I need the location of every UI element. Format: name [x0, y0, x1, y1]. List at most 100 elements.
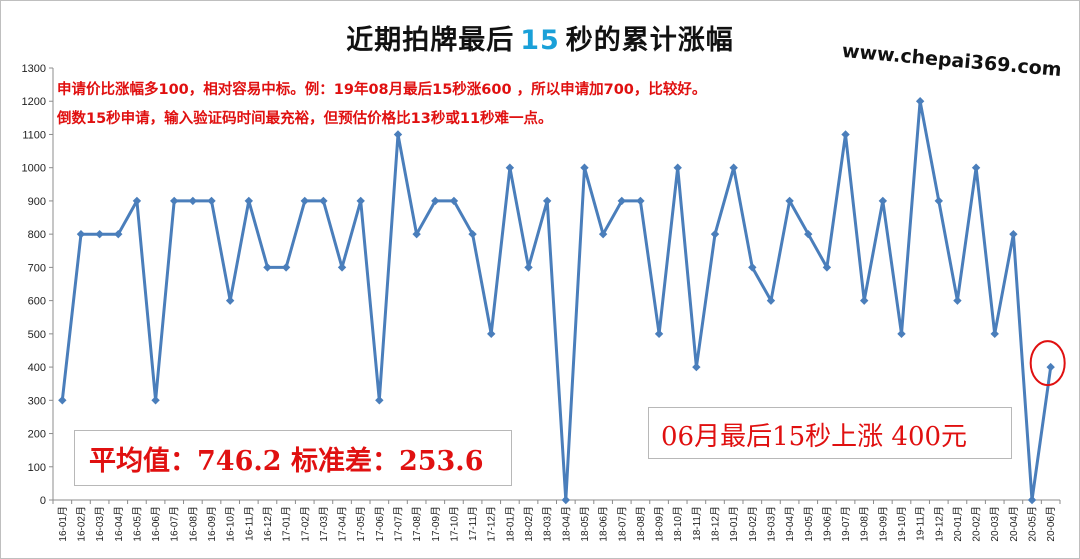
- y-tick-label: 200: [28, 429, 46, 441]
- x-tick-label: 19-08月: [859, 506, 871, 542]
- data-point-marker: [244, 196, 254, 206]
- data-point-marker: [766, 296, 776, 305]
- callout-box: 06月最后15秒上涨 400元: [648, 407, 1012, 459]
- data-point-marker: [822, 263, 832, 272]
- x-tick-label: 20-05月: [1027, 506, 1039, 542]
- stats-text: 平均值：746.2 标准差：253.6: [89, 446, 484, 477]
- data-point-marker: [673, 163, 682, 172]
- data-point-marker: [319, 196, 328, 206]
- x-tick-label: 17-05月: [355, 506, 367, 542]
- x-tick-label: 20-06月: [1045, 506, 1057, 542]
- data-point-marker: [412, 229, 421, 239]
- data-point-marker: [356, 196, 365, 206]
- x-tick-label: 19-06月: [821, 506, 833, 542]
- x-tick-label: 17-04月: [337, 506, 349, 542]
- data-point-marker: [598, 229, 608, 239]
- chart-title-number: 15: [520, 25, 560, 56]
- data-point-marker: [542, 196, 552, 206]
- x-tick-label: 17-11月: [467, 506, 479, 541]
- data-point-marker: [710, 229, 720, 239]
- data-point-marker: [170, 196, 179, 206]
- x-tick-label: 19-09月: [877, 506, 889, 542]
- x-tick-label: 16-01月: [57, 506, 69, 542]
- x-tick-label: 17-01月: [281, 506, 293, 542]
- data-point-marker: [76, 229, 86, 239]
- x-tick-label: 17-09月: [430, 506, 442, 542]
- data-point-marker: [393, 130, 403, 139]
- x-tick-label: 19-04月: [784, 506, 796, 542]
- y-tick-label: 400: [28, 362, 46, 374]
- x-tick-label: 18-07月: [616, 506, 628, 542]
- y-tick-label: 1300: [22, 63, 46, 75]
- data-point-marker: [971, 163, 981, 172]
- x-tick-label: 17-06月: [374, 506, 386, 542]
- x-tick-label: 16-05月: [131, 506, 143, 542]
- data-point-marker: [95, 229, 104, 239]
- y-tick-label: 1200: [22, 96, 46, 108]
- data-point-marker: [114, 229, 123, 239]
- note-line-1: 申请价比涨幅多100，相对容易中标。例：19年08月最后15秒涨600 ，所以申…: [57, 82, 707, 98]
- data-point-marker: [487, 329, 496, 339]
- x-tick-label: 18-08月: [635, 506, 647, 542]
- note-line-2: 倒数15秒申请，输入验证码时间最充裕，但预估价格比13秒或11秒难一点。: [57, 111, 553, 127]
- y-tick-label: 600: [28, 296, 46, 308]
- x-tick-label: 19-10月: [896, 506, 908, 542]
- data-point-marker: [636, 196, 645, 206]
- y-tick-label: 900: [28, 196, 46, 208]
- chart-title-suffix: 秒的累计涨幅: [565, 25, 734, 56]
- x-tick-label: 17-10月: [448, 506, 460, 542]
- data-point-marker: [225, 296, 235, 305]
- x-tick-label: 16-08月: [187, 506, 199, 542]
- y-tick-label: 1000: [22, 163, 46, 175]
- data-point-marker: [729, 163, 738, 172]
- x-tick-label: 19-11月: [915, 506, 927, 541]
- data-point-marker: [375, 396, 384, 405]
- data-point-marker: [953, 296, 962, 305]
- chart-title: 近期拍牌最后 15 秒的累计涨幅: [0, 18, 1080, 57]
- data-point-marker: [188, 196, 198, 206]
- data-point-marker: [841, 130, 850, 139]
- y-tick-label: 500: [28, 329, 46, 341]
- y-tick-label: 800: [28, 229, 46, 241]
- x-tick-label: 19-05月: [803, 506, 815, 542]
- x-tick-label: 18-02月: [523, 506, 535, 542]
- data-point-marker: [58, 396, 67, 405]
- x-tick-label: 17-03月: [318, 506, 330, 542]
- series-line: [60, 99, 1053, 502]
- x-tick-label: 18-05月: [579, 506, 591, 542]
- x-tick-label: 18-10月: [672, 506, 684, 542]
- data-point-marker: [915, 97, 925, 106]
- data-point-marker: [132, 196, 142, 206]
- data-point-marker: [431, 196, 440, 206]
- x-tick-label: 18-11月: [691, 506, 703, 541]
- callout-text: 06月最后15秒上涨 400元: [661, 422, 968, 452]
- data-point-marker: [859, 296, 869, 305]
- x-tick-label: 16-04月: [113, 506, 125, 542]
- x-tick-label: 19-07月: [840, 506, 852, 542]
- data-point-marker: [748, 263, 757, 272]
- x-tick-label: 17-12月: [486, 506, 498, 542]
- chart-title-prefix: 近期拍牌最后: [346, 25, 515, 56]
- x-tick-label: 17-07月: [392, 506, 404, 542]
- data-point-marker: [505, 163, 515, 172]
- highlight-circle: [1029, 340, 1066, 387]
- x-tick-label: 16-03月: [94, 506, 106, 542]
- x-tick-label: 17-02月: [299, 506, 311, 542]
- x-tick-label: 18-01月: [504, 506, 516, 542]
- y-tick-label: 0: [40, 495, 46, 507]
- x-tick-label: 18-04月: [560, 506, 572, 542]
- data-point-marker: [561, 495, 571, 505]
- data-point-marker: [878, 196, 888, 206]
- data-point-marker: [934, 196, 943, 206]
- data-point-marker: [1046, 362, 1055, 372]
- data-point-marker: [300, 196, 309, 206]
- x-tick-label: 17-08月: [411, 506, 423, 542]
- data-point-marker: [468, 229, 477, 239]
- y-tick-label: 300: [28, 395, 46, 407]
- data-point-marker: [207, 196, 216, 206]
- data-point-marker: [692, 362, 701, 372]
- data-point-marker: [580, 163, 589, 172]
- data-point-marker: [281, 263, 291, 272]
- data-point-marker: [785, 196, 794, 206]
